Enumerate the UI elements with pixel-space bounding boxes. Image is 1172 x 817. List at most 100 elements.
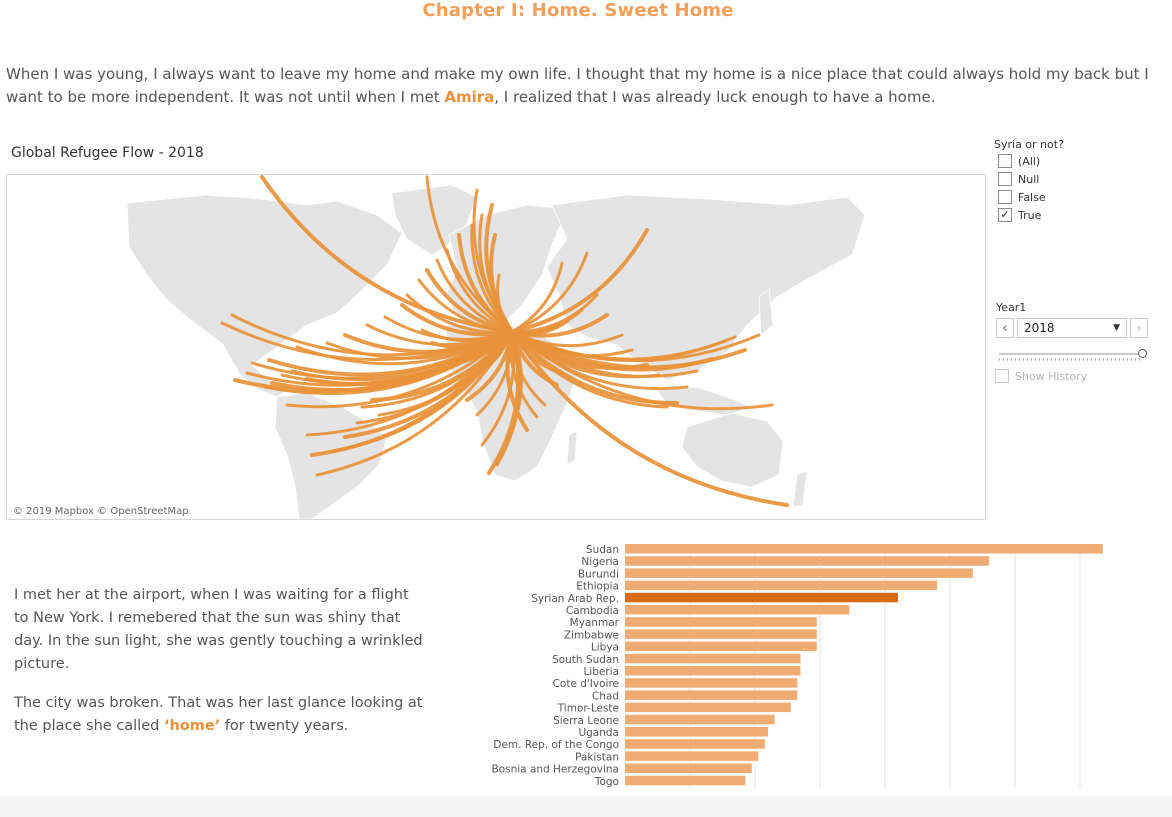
bar-bosnia-and-herzegovina[interactable] xyxy=(625,763,752,774)
filter-option-label: Null xyxy=(1018,173,1040,186)
bar-category-label: Myanmar xyxy=(570,617,620,629)
bar-chad[interactable] xyxy=(625,690,798,700)
refugee-flow-arc[interactable] xyxy=(510,330,747,370)
bar-cambodia[interactable] xyxy=(625,605,850,615)
bar-nigeria[interactable] xyxy=(625,556,989,566)
refugee-flow-arc[interactable] xyxy=(405,293,514,334)
japan-land xyxy=(758,288,774,336)
bar-category-label: Uganda xyxy=(578,727,619,739)
refugee-flow-arc[interactable] xyxy=(496,273,514,334)
north-america-land xyxy=(126,194,403,398)
bar-category-label: Nigeria xyxy=(581,556,619,568)
refugee-flow-arc[interactable] xyxy=(377,330,514,417)
bar-ethiopia[interactable] xyxy=(625,580,937,591)
refugee-flow-map[interactable]: © 2019 Mapbox © OpenStreetMap xyxy=(6,174,986,520)
year-slider-track[interactable] xyxy=(999,353,1141,355)
filter-option-false[interactable]: False xyxy=(998,190,1046,207)
story-paragraph-2: The city was broken. That was her last g… xyxy=(14,692,424,738)
bar-category-label: Togo xyxy=(594,776,619,788)
refugee-flow-arc[interactable] xyxy=(260,175,514,334)
bar-category-label: Sierra Leone xyxy=(553,715,619,727)
bar-syrian-arab-rep-[interactable] xyxy=(625,592,898,603)
chevron-left-icon[interactable]: ‹ xyxy=(996,318,1014,338)
bar-category-label: Pakistan xyxy=(575,751,619,763)
checkbox-unchecked-icon[interactable] xyxy=(998,154,1012,168)
bar-sudan[interactable] xyxy=(625,544,1103,554)
bar-category-label: Burundi xyxy=(578,568,619,580)
bar-cote-d-ivoire[interactable] xyxy=(625,678,798,688)
filter-option-all[interactable]: (All) xyxy=(998,154,1041,171)
checkbox-unchecked-icon[interactable] xyxy=(995,369,1009,383)
refugee-flow-arc[interactable] xyxy=(510,228,649,334)
year-value: 2018 xyxy=(1024,321,1055,335)
year-slider-ticks xyxy=(999,358,1141,361)
refugee-flow-lines xyxy=(220,175,789,507)
filter-option-null[interactable]: Null xyxy=(998,172,1040,189)
refugee-flow-arc[interactable] xyxy=(510,330,774,411)
map-attribution[interactable]: © 2019 Mapbox © OpenStreetMap xyxy=(11,506,191,517)
bar-category-label: Zimbabwe xyxy=(564,629,619,641)
bar-burundi[interactable] xyxy=(625,568,973,578)
bar-uganda[interactable] xyxy=(625,727,768,737)
bar-category-label: Ethiopia xyxy=(576,581,619,593)
refugee-origin-bar-chart[interactable]: Sudan Nigeria Burundi Ethiopia Syrian Arab R… xyxy=(480,540,1140,794)
checkbox-unchecked-icon[interactable] xyxy=(998,172,1012,186)
intro-text-start: When I was young, I always want to leave… xyxy=(6,65,1149,106)
bar-dem-rep-of-the-congo[interactable] xyxy=(625,739,765,749)
bar-sierra-leone[interactable] xyxy=(625,714,775,725)
bar-category-label: Timor-Leste xyxy=(557,703,619,715)
bar-timor-leste[interactable] xyxy=(625,702,791,713)
bar-category-label: Syrian Arab Rep. xyxy=(531,593,619,605)
refugee-flow-arc[interactable] xyxy=(510,313,609,338)
bar-south-sudan[interactable] xyxy=(625,653,801,664)
show-history-label: Show History xyxy=(1015,370,1088,383)
refugee-flow-arc[interactable] xyxy=(505,330,529,432)
bar-category-label: Sudan xyxy=(586,544,619,556)
bar-category-label: Dem. Rep. of the Congo xyxy=(493,739,619,751)
intro-highlight-name: Amira xyxy=(444,88,495,106)
refugee-flow-arc[interactable] xyxy=(267,330,514,377)
bar-libya[interactable] xyxy=(625,641,817,652)
story-text-end: for twenty years. xyxy=(220,718,349,734)
story-paragraph-1: I met her at the airport, when I was wai… xyxy=(14,587,423,672)
refugee-flow-arc[interactable] xyxy=(510,251,589,334)
show-history-toggle[interactable]: Show History xyxy=(995,369,1088,384)
refugee-flow-arc[interactable] xyxy=(435,330,514,367)
bar-myanmar[interactable] xyxy=(625,617,817,627)
refugee-flow-arc[interactable] xyxy=(425,268,514,334)
filter-option-label: False xyxy=(1018,191,1046,204)
refugee-flow-arc[interactable] xyxy=(425,175,514,334)
chevron-right-icon[interactable]: › xyxy=(1130,318,1148,338)
bar-togo[interactable] xyxy=(625,775,746,786)
australia-land xyxy=(681,412,784,488)
refugee-flow-arc[interactable] xyxy=(435,258,514,334)
map-canvas[interactable] xyxy=(7,175,985,519)
refugee-flow-arc[interactable] xyxy=(510,330,789,507)
filter-option-label: True xyxy=(1018,209,1042,222)
year-slider-thumb[interactable] xyxy=(1138,349,1147,358)
year-label: Year1 xyxy=(996,301,1027,314)
map-title: Global Refugee Flow - 2018 xyxy=(11,145,204,161)
bar-pakistan[interactable] xyxy=(625,751,759,761)
filter-title: Syria or not? xyxy=(994,138,1064,151)
refugee-flow-arc[interactable] xyxy=(510,330,761,363)
year-dropdown[interactable]: 2018 ▼ xyxy=(1017,318,1127,338)
intro-paragraph: When I was young, I always want to leave… xyxy=(6,63,1156,109)
refugee-flow-arc[interactable] xyxy=(510,330,547,407)
bar-liberia[interactable] xyxy=(625,666,801,676)
caret-down-icon: ▼ xyxy=(1113,323,1120,333)
refugee-flow-arc[interactable] xyxy=(510,293,599,334)
new-zealand-land xyxy=(792,470,808,508)
bar-category-label: Libya xyxy=(591,642,619,654)
filter-option-true[interactable]: ✓ True xyxy=(998,208,1042,225)
refugee-flow-arc[interactable] xyxy=(430,330,514,350)
checkbox-checked-icon[interactable]: ✓ xyxy=(998,208,1012,222)
checkbox-unchecked-icon[interactable] xyxy=(998,190,1012,204)
refugee-flow-arc[interactable] xyxy=(510,261,564,334)
bar-zimbabwe[interactable] xyxy=(625,629,817,639)
filter-option-label: (All) xyxy=(1018,155,1041,168)
south-america-land xyxy=(274,392,388,519)
madagascar-land xyxy=(566,430,578,466)
refugee-flow-arc[interactable] xyxy=(305,330,514,387)
